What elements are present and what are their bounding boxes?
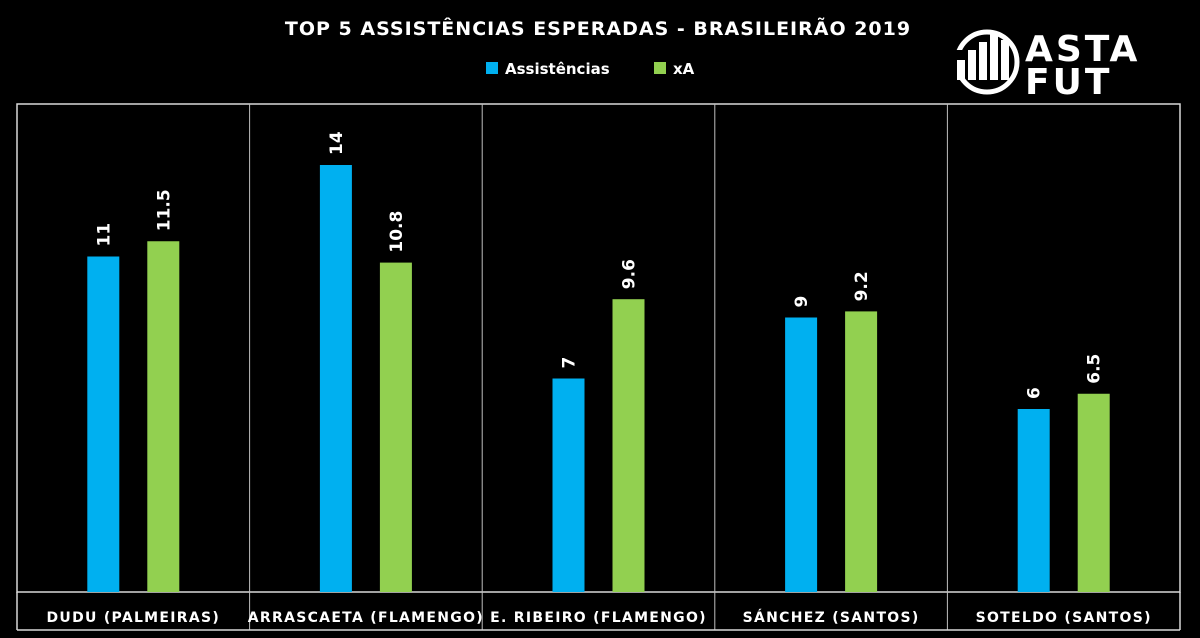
legend-label-xa: xA [673,60,695,78]
category-label-sanchez-santos: SÁNCHEZ (SANTOS) [743,609,920,626]
legend-swatch-assistencias [486,62,498,74]
logo-bar [990,33,998,80]
data-label-xa-sanchez-santos: 9.2 [852,271,872,301]
bar-assistencias-arrascaeta-flamengo [319,165,352,592]
bar-xa-e-ribeiro-flamengo [612,299,645,592]
category-label-soteldo-santos: SOTELDO (SANTOS) [976,610,1152,626]
bar-assistencias-sanchez-santos [785,317,818,592]
bar-assistencias-e-ribeiro-flamengo [552,378,585,592]
category-label-e-ribeiro-flamengo: E. RIBEIRO (FLAMENGO) [490,610,707,626]
bar-xa-sanchez-santos [845,311,878,592]
bar-xa-arrascaeta-flamengo [379,262,412,592]
bar-xa-dudu-palmeiras [147,241,180,592]
bar-assistencias-dudu-palmeiras [87,256,120,592]
bar-assistencias-soteldo-santos [1017,409,1050,592]
logo-text-line1: ASTA [1025,29,1140,70]
legend-swatch-xa [654,62,666,74]
bar-chart-logo-icon [951,29,1020,95]
data-label-xa-e-ribeiro-flamengo: 9.6 [620,259,640,289]
data-label-xa-arrascaeta-flamengo: 10.8 [387,211,407,253]
bar-xa-soteldo-santos [1077,393,1110,592]
plot-area: DUDU (PALMEIRAS) 11 11.5 ARRASCAETA (FLAMEN… [16,103,1181,631]
data-label-assistencias-arrascaeta-flamengo: 14 [327,131,347,155]
logo-text-line2: FUT [1025,62,1112,103]
category-label-dudu-palmeiras: DUDU (PALMEIRAS) [47,610,221,626]
data-label-assistencias-dudu-palmeiras: 11 [94,223,114,247]
legend-label-assistencias: Assistências [505,60,610,78]
logo-bar [979,42,987,80]
logo-bar [968,50,976,80]
logo-bar [1001,40,1009,80]
legend: Assistências xA [486,60,695,78]
astafut-logo: ASTA FUT [951,29,1140,103]
chart-title: TOP 5 ASSISTÊNCIAS ESPERADAS - BRASILEIR… [285,16,911,40]
category-label-arrascaeta-flamengo: ARRASCAETA (FLAMENGO) [248,610,484,626]
data-label-xa-soteldo-santos: 6.5 [1085,354,1105,384]
plot-frame [16,103,1181,593]
data-label-assistencias-e-ribeiro-flamengo: 7 [560,357,580,369]
data-label-assistencias-sanchez-santos: 9 [792,296,812,308]
data-label-xa-dudu-palmeiras: 11.5 [154,189,174,231]
logo-bar [957,60,965,80]
data-label-assistencias-soteldo-santos: 6 [1025,387,1045,399]
